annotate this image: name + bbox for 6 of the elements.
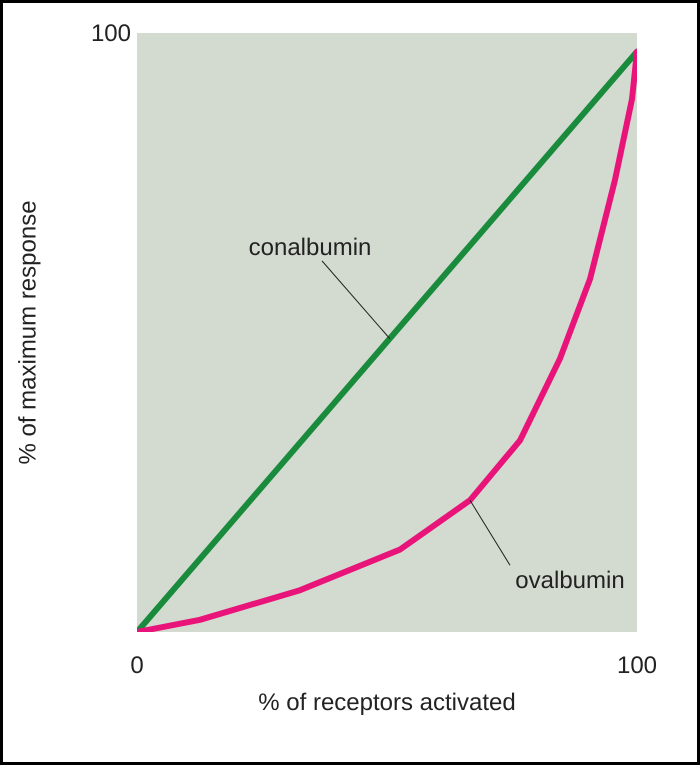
text: 100	[90, 20, 131, 48]
annotation: conalbumin	[248, 234, 372, 261]
x-axis-title: % of receptors activated	[258, 689, 516, 716]
annotation: ovalbumin	[515, 567, 625, 594]
x-tick-label: 0	[130, 652, 144, 680]
y-axis-title: % of maximum response	[14, 200, 42, 465]
